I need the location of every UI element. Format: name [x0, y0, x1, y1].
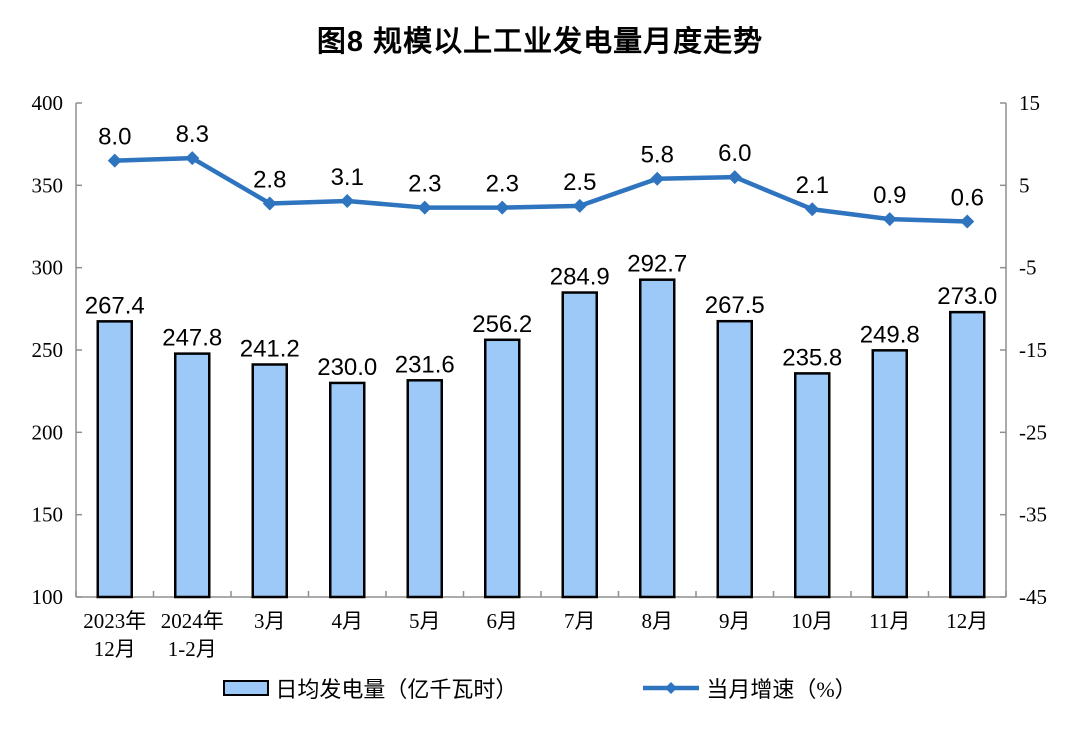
- line-value-label: 0.9: [873, 182, 906, 209]
- y-axis-left-label: 200: [32, 420, 64, 444]
- y-axis-left-label: 150: [32, 503, 64, 527]
- x-axis-label: 3月: [254, 609, 286, 633]
- bar-value-label: 267.4: [85, 292, 145, 319]
- y-axis-left-label: 100: [32, 585, 64, 609]
- y-axis-right-label: -5: [1019, 256, 1037, 280]
- bar-value-label: 256.2: [472, 311, 532, 338]
- y-axis-right-label: -15: [1019, 338, 1047, 362]
- trend-line: [112, 155, 970, 224]
- line-marker: [185, 151, 200, 166]
- y-axis-left-label: 250: [32, 338, 64, 362]
- line-marker: [340, 193, 355, 208]
- bar-value-label: 267.5: [705, 292, 765, 319]
- bar: [794, 372, 831, 599]
- bar: [329, 381, 366, 599]
- line-marker: [960, 214, 975, 229]
- bar-value-label: 273.0: [937, 283, 997, 310]
- x-axis-label: 6月: [487, 609, 519, 633]
- y-axis-right-label: -25: [1019, 420, 1047, 444]
- chart-title: 图8 规模以上工业发电量月度走势: [316, 26, 764, 58]
- x-axis-label: 12月: [94, 637, 136, 661]
- bar: [96, 320, 133, 599]
- legend-item-bar: 日均发电量（亿千瓦时）: [223, 672, 517, 704]
- x-axis-label: 10月: [791, 609, 833, 633]
- x-axis-label: 2024年: [161, 609, 224, 633]
- line-marker: [107, 153, 122, 168]
- line-marker: [417, 200, 432, 215]
- line-value-label: 2.5: [563, 169, 596, 196]
- line-marker: [727, 170, 742, 185]
- line-value-label: 8.3: [176, 121, 209, 148]
- legend-line-label: 当月增速（%）: [706, 677, 857, 702]
- bar: [406, 379, 443, 599]
- x-axis-label: 12月: [946, 609, 988, 633]
- x-axis-label: 1-2月: [168, 637, 217, 661]
- bar: [484, 338, 521, 599]
- legend: 日均发电量（亿千瓦时） 当月增速（%）: [0, 672, 1080, 704]
- bar-value-label: 247.8: [162, 325, 222, 352]
- line-value-label: 0.6: [951, 185, 984, 212]
- line-marker: [805, 202, 820, 217]
- y-axis-left-label: 400: [32, 91, 64, 115]
- line-marker: [262, 196, 277, 211]
- bar-value-label: 241.2: [240, 335, 300, 362]
- bar: [639, 278, 676, 599]
- bar: [949, 310, 986, 599]
- x-axis-label: 5月: [409, 609, 441, 633]
- bar-value-label: 230.0: [317, 354, 377, 381]
- line-value-label: 2.3: [408, 171, 441, 198]
- line-value-label: 8.0: [98, 124, 131, 151]
- bar-value-label: 284.9: [550, 264, 610, 291]
- line-value-label: 2.8: [253, 166, 286, 193]
- bar: [716, 319, 753, 599]
- line-marker: [650, 171, 665, 186]
- line-value-label: 5.8: [641, 142, 674, 169]
- bar: [251, 363, 288, 599]
- x-axis-label: 8月: [642, 609, 674, 633]
- line-marker: [495, 200, 510, 215]
- line-value-label: 6.0: [718, 140, 751, 167]
- chart-canvas: 400 350 300 250 200 150 100 15 5 -5 -15 -25 -35 -45 20…: [32, 91, 1048, 661]
- y-axis-right-label: -35: [1019, 503, 1047, 527]
- bar: [561, 291, 598, 599]
- x-axis-label: 11月: [869, 609, 910, 633]
- bar-value-label: 235.8: [782, 344, 842, 371]
- bar-series-swatch-icon: [223, 680, 270, 696]
- x-axis-label: 9月: [719, 609, 751, 633]
- x-axis-label: 4月: [332, 609, 364, 633]
- legend-bar-label: 日均发电量（亿千瓦时）: [275, 677, 518, 702]
- y-axis-right-label: 15: [1019, 91, 1040, 115]
- bar-value-label: 231.6: [395, 351, 455, 378]
- bar: [174, 352, 211, 599]
- line-value-label: 3.1: [331, 164, 364, 191]
- line-marker: [572, 198, 587, 213]
- line-series-swatch-icon: [643, 682, 700, 694]
- bar-value-label: 292.7: [627, 251, 687, 278]
- bar: [871, 349, 908, 599]
- x-axis-label: 2023年: [83, 609, 146, 633]
- legend-item-line: 当月增速（%）: [642, 672, 857, 704]
- line-value-label: 2.3: [486, 171, 519, 198]
- x-axis-label: 7月: [564, 609, 596, 633]
- y-axis-left-label: 300: [32, 256, 64, 280]
- y-axis-left-label: 350: [32, 173, 64, 197]
- line-value-label: 2.1: [796, 172, 829, 199]
- bar-value-label: 249.8: [860, 321, 920, 348]
- line-marker: [882, 212, 897, 227]
- y-axis-right-label: -45: [1019, 585, 1047, 609]
- y-axis-right-label: 5: [1019, 173, 1030, 197]
